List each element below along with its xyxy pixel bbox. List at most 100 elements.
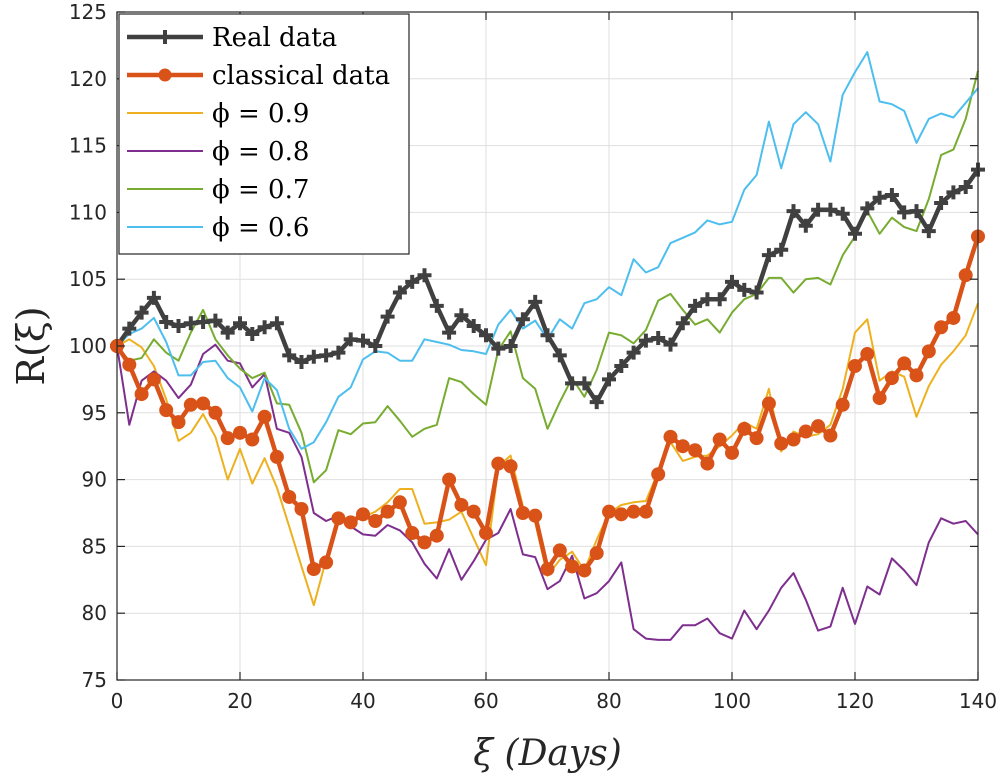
data-point	[368, 339, 383, 353]
data-point	[466, 318, 481, 333]
data-point	[589, 395, 604, 410]
data-point	[417, 535, 432, 550]
data-point	[343, 515, 358, 530]
series-line	[116, 70, 979, 484]
legend-entry: Real data	[127, 23, 337, 53]
data-point	[737, 421, 752, 436]
data-point	[565, 376, 580, 391]
data-point	[380, 309, 395, 324]
data-point	[909, 368, 924, 383]
x-tick-label: 60	[473, 689, 498, 713]
data-point	[675, 439, 690, 454]
y-tick-label: 90	[82, 468, 107, 492]
data-point	[454, 308, 469, 323]
data-point	[811, 419, 826, 434]
y-tick-label: 100	[69, 334, 107, 358]
data-point	[786, 432, 801, 447]
data-point	[343, 332, 358, 347]
data-point	[405, 526, 420, 541]
series-phi-0-8	[116, 343, 979, 641]
data-point	[663, 337, 678, 352]
data-point	[675, 316, 690, 331]
data-point	[134, 387, 149, 402]
x-tick-label: 120	[836, 689, 874, 713]
data-point	[811, 202, 826, 217]
data-point	[835, 206, 850, 221]
data-point	[823, 428, 838, 443]
series-phi-0-7	[116, 70, 979, 484]
y-tick-label: 95	[82, 401, 107, 425]
legend-box	[118, 13, 410, 255]
data-point	[884, 188, 899, 203]
data-point	[442, 472, 457, 487]
legend-entry: ϕ = 0.9	[127, 99, 309, 129]
legend-entry: classical data	[127, 61, 390, 91]
x-tick-label: 0	[111, 689, 124, 713]
data-point	[626, 345, 641, 360]
tick-labels: 0 20 40 60 80 100 120 140 75 80 85 90 95 100 105 110 115…	[69, 0, 997, 713]
data-point	[146, 372, 161, 387]
legend-label: ϕ = 0.7	[212, 175, 309, 205]
data-point	[626, 504, 641, 519]
series-layer	[110, 51, 985, 641]
axis-ticks	[116, 11, 979, 681]
data-point	[479, 328, 493, 343]
data-point	[712, 432, 727, 447]
data-point	[749, 431, 764, 446]
data-point	[429, 298, 444, 313]
data-point	[725, 274, 739, 289]
data-point	[392, 285, 407, 300]
legend-label: Real data	[212, 23, 337, 53]
data-point	[761, 396, 776, 411]
data-point	[380, 504, 395, 519]
data-point	[122, 321, 137, 336]
data-point	[528, 294, 543, 309]
data-point	[872, 190, 887, 205]
data-point	[798, 424, 813, 439]
data-point	[897, 205, 912, 220]
data-point	[860, 347, 875, 362]
y-tick-label: 125	[69, 0, 107, 24]
data-point	[171, 415, 186, 430]
data-point	[602, 372, 616, 387]
legend-label: classical data	[212, 61, 390, 91]
data-point	[700, 456, 715, 471]
data-point	[319, 348, 334, 363]
data-point	[454, 497, 469, 512]
data-point	[663, 429, 678, 444]
legend-label: ϕ = 0.6	[212, 213, 309, 243]
data-point	[356, 333, 370, 348]
data-point	[725, 445, 739, 460]
y-tick-label: 85	[82, 534, 107, 558]
data-point	[122, 357, 137, 372]
data-point	[540, 328, 555, 343]
data-point	[429, 528, 444, 543]
data-point	[392, 495, 407, 510]
data-point	[405, 274, 420, 289]
data-point	[602, 504, 616, 519]
data-point	[233, 316, 247, 331]
data-point	[774, 436, 789, 451]
data-point	[958, 268, 973, 283]
data-point	[749, 285, 764, 300]
data-point	[196, 396, 211, 411]
data-point	[159, 403, 174, 418]
x-axis-label: ξ (Days)	[473, 733, 622, 774]
legend-marker	[158, 68, 172, 82]
series-classical-data	[110, 229, 985, 578]
data-point	[282, 348, 297, 363]
data-point	[921, 344, 936, 359]
data-point	[884, 371, 899, 386]
series-line	[116, 343, 979, 641]
y-tick-label: 115	[69, 134, 107, 158]
data-point	[245, 432, 260, 447]
y-tick-label: 110	[69, 200, 107, 224]
data-point	[515, 506, 530, 520]
data-point	[208, 405, 223, 420]
x-tick-label: 40	[350, 689, 375, 713]
data-point	[835, 397, 850, 412]
data-point	[233, 425, 247, 440]
data-point	[171, 318, 186, 333]
series-real-data	[110, 162, 985, 410]
